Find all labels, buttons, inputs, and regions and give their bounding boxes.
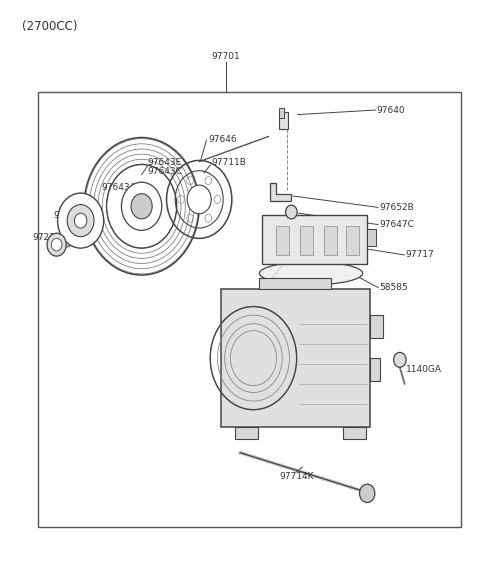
Bar bbox=[346, 226, 359, 255]
Circle shape bbox=[131, 194, 152, 219]
Text: 97643A: 97643A bbox=[102, 183, 136, 193]
Bar bbox=[370, 315, 383, 338]
Bar bbox=[343, 427, 366, 439]
Text: 97652B: 97652B bbox=[379, 203, 414, 212]
Text: (2700CC): (2700CC) bbox=[22, 20, 77, 33]
Text: 97714K: 97714K bbox=[279, 472, 313, 481]
Bar bbox=[279, 108, 284, 118]
Circle shape bbox=[51, 238, 62, 251]
Bar bbox=[262, 215, 367, 264]
Bar bbox=[259, 278, 331, 289]
Text: 97643E: 97643E bbox=[148, 158, 182, 167]
Text: 58585: 58585 bbox=[379, 283, 408, 292]
Circle shape bbox=[47, 233, 66, 256]
Bar bbox=[370, 358, 380, 381]
Circle shape bbox=[286, 205, 297, 219]
Bar bbox=[221, 289, 370, 427]
Text: 97643C: 97643C bbox=[148, 167, 183, 176]
Circle shape bbox=[360, 484, 375, 503]
Text: 97646: 97646 bbox=[208, 135, 237, 144]
Polygon shape bbox=[270, 183, 291, 201]
Ellipse shape bbox=[259, 262, 363, 285]
Bar bbox=[235, 427, 258, 439]
Text: 97647C: 97647C bbox=[379, 220, 414, 229]
Circle shape bbox=[67, 205, 94, 237]
Bar bbox=[300, 226, 313, 255]
Text: 97640: 97640 bbox=[377, 105, 406, 115]
Text: 97644C: 97644C bbox=[54, 211, 88, 220]
Bar bbox=[324, 226, 337, 255]
Text: 97236: 97236 bbox=[33, 233, 61, 242]
Text: 1140GA: 1140GA bbox=[406, 365, 442, 374]
Circle shape bbox=[74, 213, 87, 228]
Circle shape bbox=[121, 182, 162, 230]
Circle shape bbox=[58, 193, 104, 248]
Text: 97711B: 97711B bbox=[211, 158, 246, 167]
Circle shape bbox=[394, 352, 406, 367]
Bar bbox=[367, 229, 376, 246]
Bar bbox=[38, 92, 461, 527]
Bar bbox=[276, 226, 289, 255]
Bar bbox=[279, 112, 288, 129]
Text: 97701: 97701 bbox=[211, 52, 240, 61]
Text: 97717: 97717 bbox=[406, 250, 434, 260]
Circle shape bbox=[187, 185, 211, 214]
